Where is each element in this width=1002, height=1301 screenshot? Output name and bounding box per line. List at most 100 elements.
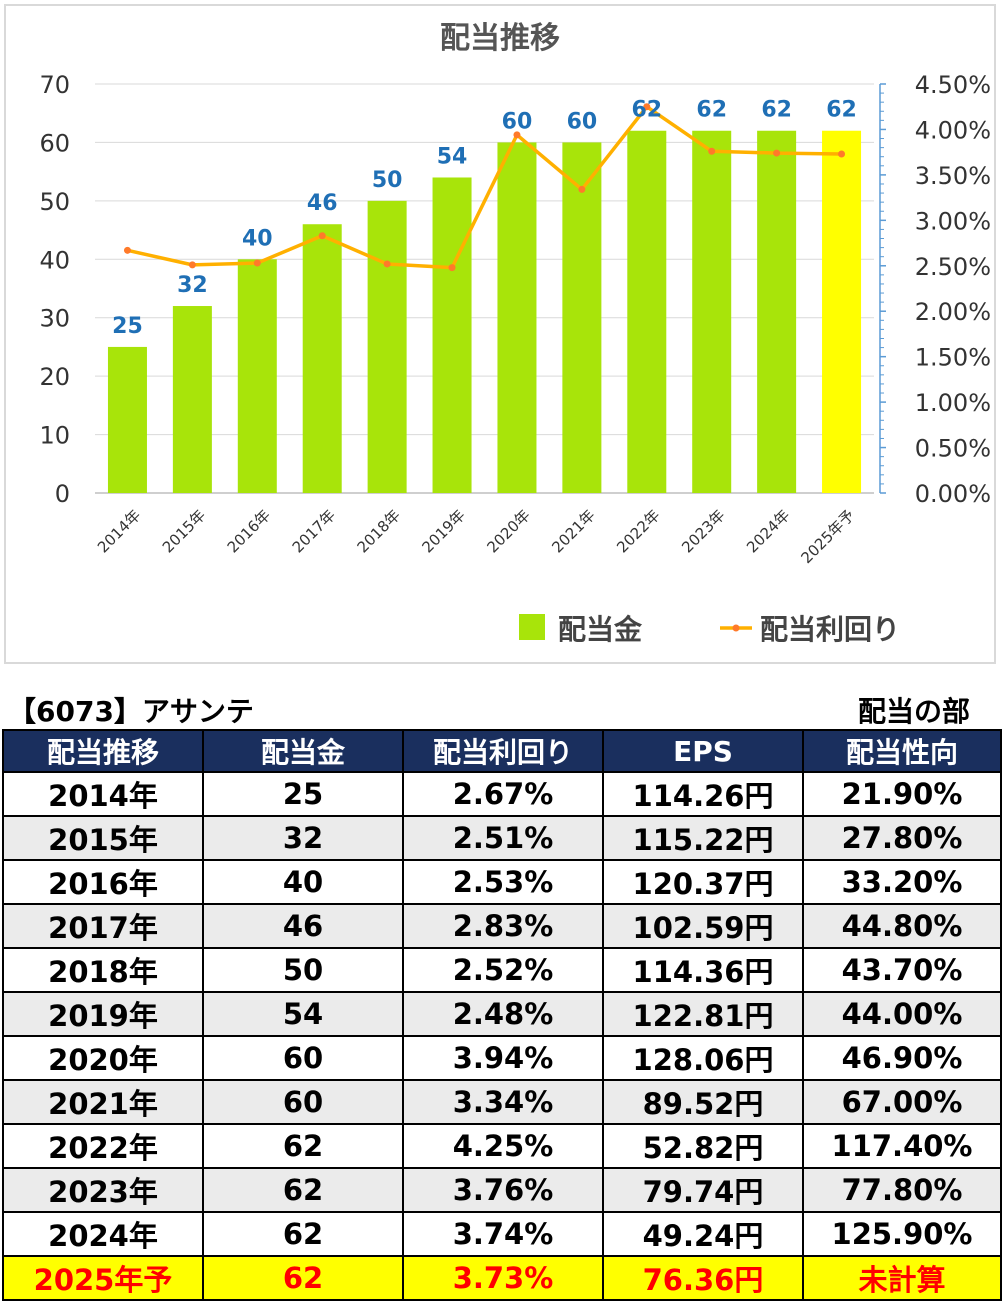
- legend-bar-swatch: [519, 614, 545, 640]
- legend-line-marker: [732, 624, 740, 632]
- y-left-tick-label: 0: [55, 480, 70, 508]
- yield-point: [383, 260, 391, 268]
- cell-payout: 67.00%: [802, 1079, 1002, 1125]
- cell-payout: 77.80%: [802, 1167, 1002, 1213]
- cell-year: 2024年: [2, 1211, 204, 1257]
- yield-point: [773, 149, 781, 157]
- cell-eps: 114.36円: [602, 947, 804, 993]
- x-tick-label: 2025年予: [797, 506, 858, 567]
- company-title: 【6073】アサンテ: [8, 695, 254, 728]
- yield-point: [578, 185, 586, 193]
- cell-dividend: 62: [202, 1123, 404, 1169]
- y-right-tick-label: 4.00%: [915, 116, 991, 144]
- header-yield: 配当利回り: [402, 729, 604, 773]
- yield-point: [123, 246, 131, 254]
- yield-point: [318, 232, 326, 240]
- yield-point: [253, 259, 261, 267]
- header-eps: EPS: [602, 729, 804, 773]
- cell-eps: 79.74円: [602, 1167, 804, 1213]
- cell-dividend: 62: [202, 1255, 404, 1301]
- cell-year: 2020年: [2, 1035, 204, 1081]
- table-row: 2018年 50 2.52% 114.36円 43.70%: [2, 947, 1002, 993]
- y-right-tick-label: 3.00%: [915, 207, 991, 235]
- cell-year: 2021年: [2, 1079, 204, 1125]
- table-row: 2015年 32 2.51% 115.22円 27.80%: [2, 815, 1002, 861]
- header-dividend: 配当金: [202, 729, 404, 773]
- data-label: 62: [696, 98, 727, 123]
- x-tick-label: 2018年: [354, 506, 404, 556]
- bar: [367, 200, 407, 493]
- data-label: 62: [631, 98, 662, 123]
- y-right-tick-label: 0.50%: [915, 435, 991, 463]
- cell-yield: 2.48%: [402, 991, 604, 1037]
- table-row: 2024年 62 3.74% 49.24円 125.90%: [2, 1211, 1002, 1257]
- x-tick-label: 2022年: [613, 506, 663, 556]
- cell-eps: 52.82円: [602, 1123, 804, 1169]
- x-tick-label: 2016年: [224, 506, 274, 556]
- cell-yield: 3.73%: [402, 1255, 604, 1301]
- yield-point: [188, 261, 196, 269]
- cell-year: 2022年: [2, 1123, 204, 1169]
- cell-dividend: 60: [202, 1079, 404, 1125]
- cell-year: 2016年: [2, 859, 204, 905]
- cell-eps: 102.59円: [602, 903, 804, 949]
- bar: [237, 259, 277, 493]
- cell-yield: 3.74%: [402, 1211, 604, 1257]
- yield-point: [643, 103, 651, 111]
- x-tick-label: 2015年: [159, 506, 209, 556]
- yield-point: [513, 131, 521, 139]
- x-tick-label: 2023年: [678, 506, 728, 556]
- y-right-tick-label: 1.00%: [915, 389, 991, 417]
- y-right-tick-label: 1.50%: [915, 344, 991, 372]
- y-left-tick-label: 10: [39, 422, 70, 450]
- cell-dividend: 25: [202, 771, 404, 817]
- y-left-tick-label: 40: [39, 246, 70, 274]
- bar: [692, 130, 732, 493]
- cell-eps: 115.22円: [602, 815, 804, 861]
- cell-yield: 2.67%: [402, 771, 604, 817]
- table-row: 2022年 62 4.25% 52.82円 117.40%: [2, 1123, 1002, 1169]
- y-right-tick-label: 4.50%: [915, 71, 991, 99]
- y-right-tick-label: 2.50%: [915, 253, 991, 281]
- data-label: 25: [112, 314, 143, 339]
- section-label: 配当の部: [857, 695, 970, 728]
- legend-bar-label: 配当金: [558, 613, 643, 646]
- y-right-tick-label: 3.50%: [915, 162, 991, 190]
- cell-yield: 2.52%: [402, 947, 604, 993]
- bar: [432, 177, 472, 493]
- yield-point: [708, 147, 716, 155]
- cell-dividend: 62: [202, 1211, 404, 1257]
- x-tick-label: 2024年: [743, 506, 793, 556]
- y-right-tick-label: 0.00%: [915, 480, 991, 508]
- data-label: 40: [242, 226, 273, 251]
- dividend-chart: 配当推移 0 10 20 30 40 50 60 70 0.00% 0.50% 1.00% 1.50% 2…: [4, 4, 996, 664]
- cell-payout: 44.00%: [802, 991, 1002, 1037]
- cell-yield: 2.53%: [402, 859, 604, 905]
- data-label: 54: [437, 144, 468, 169]
- cell-payout: 43.70%: [802, 947, 1002, 993]
- x-tick-label: 2020年: [483, 506, 533, 556]
- cell-payout: 125.90%: [802, 1211, 1002, 1257]
- cell-yield: 2.51%: [402, 815, 604, 861]
- y-left-tick-label: 50: [39, 188, 70, 216]
- header-year: 配当推移: [2, 729, 204, 773]
- cell-eps: 128.06円: [602, 1035, 804, 1081]
- x-tick-label: 2019年: [419, 506, 469, 556]
- bar: [497, 142, 537, 493]
- yield-point: [448, 264, 456, 272]
- data-label: 46: [307, 191, 338, 216]
- cell-eps: 89.52円: [602, 1079, 804, 1125]
- cell-yield: 4.25%: [402, 1123, 604, 1169]
- header-payout: 配当性向: [802, 729, 1002, 773]
- cell-dividend: 60: [202, 1035, 404, 1081]
- y-left-tick-label: 30: [39, 305, 70, 333]
- cell-payout: 44.80%: [802, 903, 1002, 949]
- table-row: 2023年 62 3.76% 79.74円 77.80%: [2, 1167, 1002, 1213]
- data-label: 60: [567, 109, 598, 134]
- table-row: 2021年 60 3.34% 89.52円 67.00%: [2, 1079, 1002, 1125]
- cell-payout: 33.20%: [802, 859, 1002, 905]
- bar: [757, 130, 797, 493]
- cell-year: 2018年: [2, 947, 204, 993]
- cell-yield: 3.34%: [402, 1079, 604, 1125]
- cell-yield: 3.76%: [402, 1167, 604, 1213]
